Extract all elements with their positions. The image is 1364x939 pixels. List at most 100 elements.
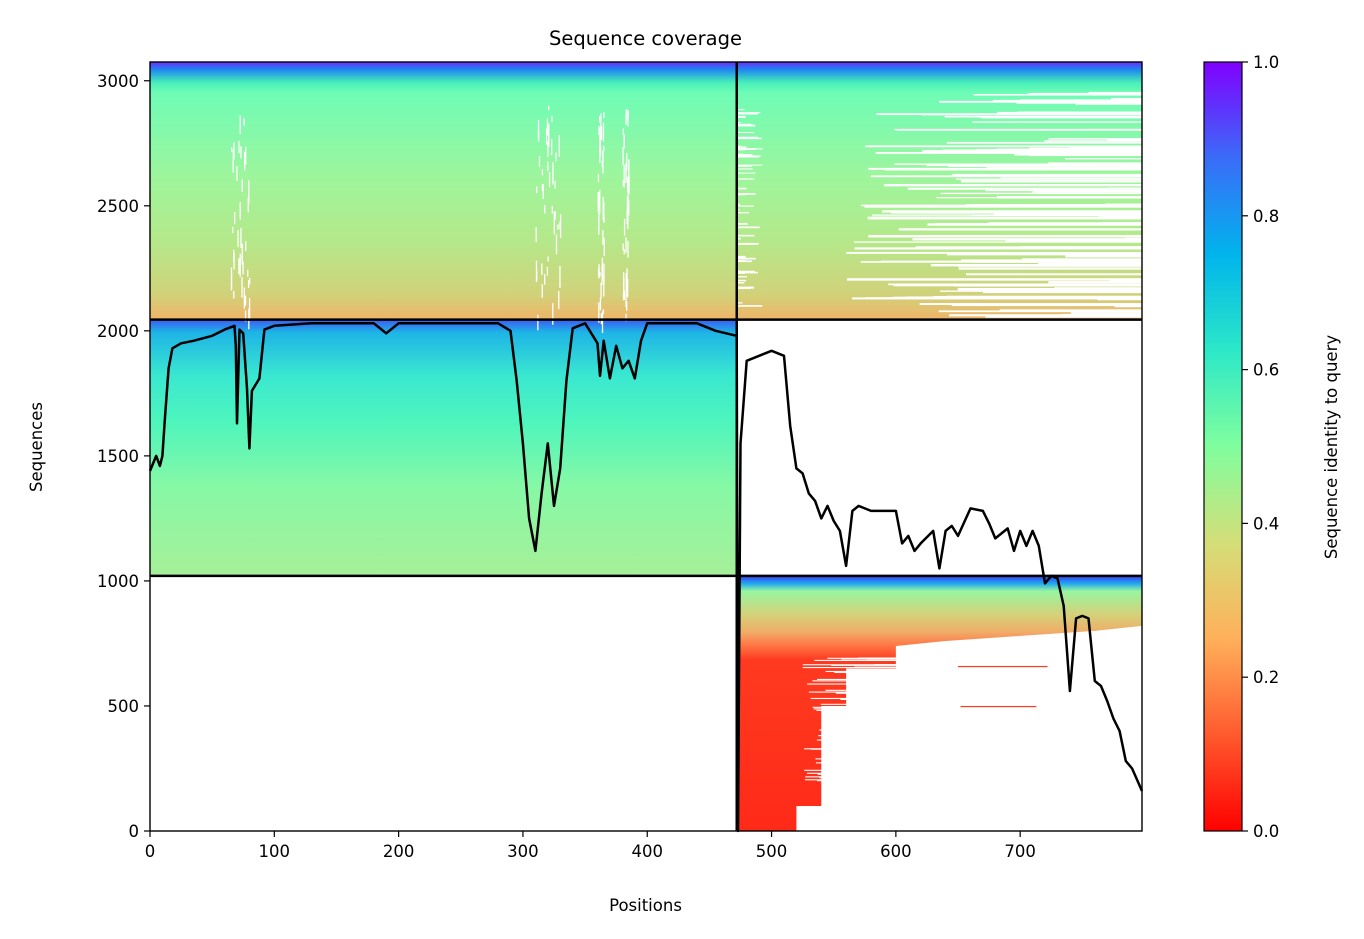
gap-streak: [802, 664, 896, 666]
gap-speckle: [625, 293, 627, 308]
coverage-block-1: [150, 62, 737, 320]
gap-speckle: [537, 120, 540, 142]
gap-speckle: [240, 227, 242, 248]
gap-speckle: [233, 290, 235, 299]
gap-speckle: [601, 311, 604, 334]
gap-streak: [737, 148, 745, 151]
gap-streak: [854, 241, 1142, 243]
y-tick-label: 0: [129, 822, 140, 841]
gap-streak: [812, 706, 896, 708]
gap-streak: [1032, 190, 1142, 193]
gap-speckle: [238, 140, 240, 154]
colorbar-tick-label: 0.2: [1253, 668, 1279, 687]
gap-speckle: [628, 177, 630, 194]
gap-streak: [840, 734, 896, 736]
gap-speckle: [243, 118, 245, 126]
gap-speckle: [551, 116, 553, 122]
gap-streak: [737, 257, 743, 259]
gap-streak: [1023, 314, 1142, 317]
gap-streak: [737, 276, 747, 278]
gap-streak: [839, 766, 896, 768]
gap-streak: [888, 283, 1142, 286]
gap-speckle: [554, 180, 556, 189]
gap-streak: [737, 168, 753, 170]
gap-speckle: [602, 196, 604, 220]
gap-streak: [835, 737, 896, 739]
gap-speckle: [245, 241, 247, 252]
red-fragment: [958, 665, 1048, 668]
gap-streak: [1048, 137, 1142, 140]
gap-speckle: [551, 205, 553, 214]
gap-speckle: [535, 260, 538, 283]
gap-streak: [1044, 140, 1142, 142]
gap-streak: [737, 136, 759, 139]
gap-streak: [948, 164, 1142, 167]
gap-streak: [917, 211, 1142, 214]
gap-streak: [1098, 215, 1142, 219]
gap-speckle: [598, 302, 600, 323]
gap-streak: [939, 100, 1142, 103]
gap-streak: [737, 209, 740, 211]
gap-streak: [854, 247, 1142, 250]
gap-speckle: [603, 273, 605, 297]
y-axis-ticks: 0 500 1000 1500 2000 2500 3000: [97, 72, 150, 841]
gap-speckle: [622, 243, 624, 251]
gap-speckle: [244, 310, 247, 322]
gap-streak: [982, 291, 1142, 294]
gap-streak: [831, 664, 896, 666]
x-axis-label: Positions: [609, 896, 682, 915]
gap-streak: [737, 279, 747, 282]
gap-streak: [737, 270, 755, 273]
colorbar-tick-label: 0.0: [1253, 822, 1279, 841]
gap-streak: [870, 748, 896, 750]
gap-speckle: [627, 110, 629, 127]
gap-streak: [1014, 152, 1142, 156]
gap-streak: [804, 779, 896, 781]
gap-streak: [1034, 92, 1142, 95]
x-tick-label: 300: [507, 842, 539, 861]
gap-streak: [1048, 281, 1142, 284]
gap-streak: [1075, 102, 1142, 105]
gap-speckle: [627, 240, 629, 258]
gap-speckle: [545, 128, 548, 145]
gap-speckle: [626, 152, 628, 172]
gap-streak: [737, 234, 755, 237]
gap-speckle: [547, 161, 549, 172]
gap-streak: [985, 189, 1142, 192]
gap-speckle: [239, 201, 241, 220]
gap-streak: [1065, 158, 1142, 160]
gap-speckle: [598, 264, 600, 279]
gap-streak: [812, 680, 896, 682]
gap-streak: [867, 216, 1142, 220]
gap-streak: [881, 260, 1142, 263]
gap-streak: [954, 283, 1142, 287]
gap-streak: [856, 728, 896, 731]
gap-streak: [737, 271, 758, 274]
gap-streak: [935, 222, 1142, 226]
gap-streak: [937, 152, 1142, 154]
gap-streak: [859, 771, 896, 773]
gap-speckle: [237, 230, 239, 248]
gap-speckle: [241, 276, 243, 298]
gap-speckle: [599, 272, 601, 277]
gap-speckle: [623, 218, 626, 236]
gap-speckle: [541, 263, 543, 275]
gap-streak: [737, 226, 760, 229]
gap-streak: [817, 678, 896, 680]
gap-speckle: [241, 253, 243, 261]
gap-streak: [737, 154, 753, 156]
gap-streak: [834, 671, 896, 673]
gap-speckle: [623, 133, 625, 149]
gap-streak: [817, 780, 896, 782]
gap-streak: [985, 315, 1142, 318]
gap-speckle: [548, 123, 550, 147]
colorbar: 0.0 0.2 0.4 0.6 0.8 1.0 Sequence identity to …: [1203, 53, 1341, 841]
gap-streak: [1101, 221, 1142, 225]
gap-speckle: [558, 290, 560, 310]
gap-speckle: [625, 313, 627, 322]
gap-streak: [961, 180, 1142, 183]
gap-streak: [823, 757, 896, 759]
gap-speckle: [542, 184, 544, 200]
gap-streak: [820, 703, 896, 705]
gap-speckle: [599, 143, 601, 163]
